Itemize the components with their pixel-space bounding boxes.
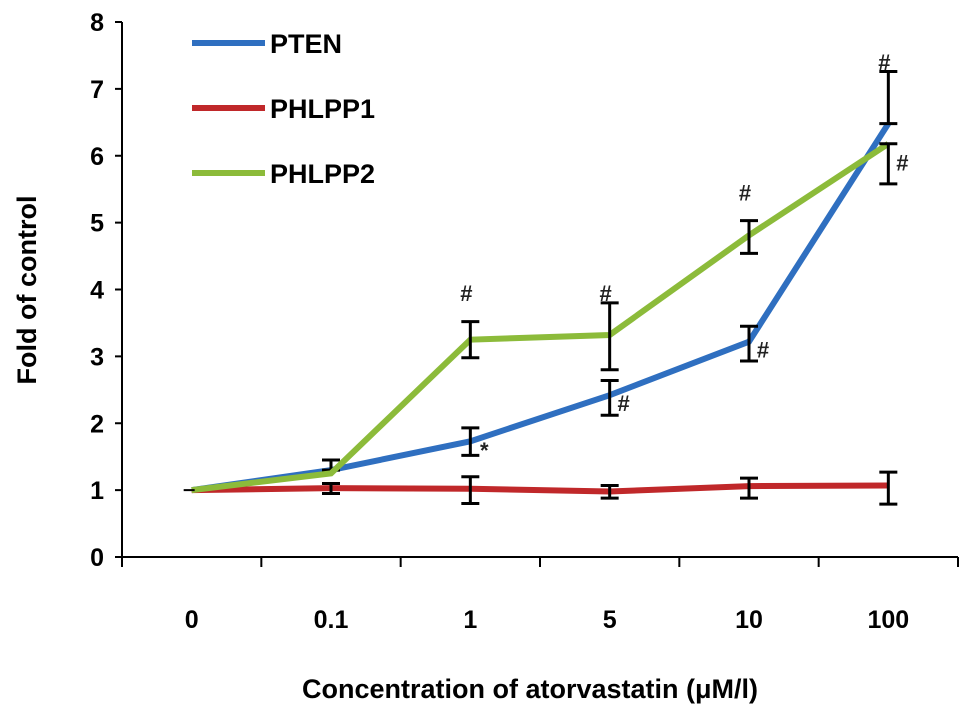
legend-item-phlpp1: PHLPP1 xyxy=(192,94,375,124)
error-bar xyxy=(740,219,758,255)
y-axis-label: Fold of control xyxy=(12,196,42,385)
significance-mark: * xyxy=(480,438,489,463)
y-tick-label: 8 xyxy=(90,9,104,37)
error-bar xyxy=(600,378,619,417)
error-bar xyxy=(600,483,619,500)
x-tick-label: 0.1 xyxy=(314,606,349,634)
y-tick-label: 2 xyxy=(90,410,104,438)
error-bar xyxy=(879,470,898,506)
error-bar xyxy=(322,481,340,495)
error-bar xyxy=(461,320,480,360)
x-tick-label: 0 xyxy=(185,606,199,634)
axes: 0 1 2 3 4 5 6 7 8 0 0.1 1 5 10 100 xyxy=(90,9,959,634)
significance-mark: # xyxy=(460,281,472,306)
x-axis-label: Concentration of atorvastatin (μM/l) xyxy=(302,674,758,704)
x-tick-label: 1 xyxy=(463,606,477,634)
y-tick-label: 5 xyxy=(90,210,104,238)
significance-mark: # xyxy=(896,150,908,175)
series-line xyxy=(191,141,890,494)
error-bar xyxy=(879,142,898,186)
error-bar xyxy=(461,475,480,505)
legend: PTEN PHLPP1 PHLPP2 xyxy=(192,29,375,189)
y-tick-label: 1 xyxy=(90,477,104,505)
y-tick-label: 3 xyxy=(90,343,104,371)
y-tick-label: 7 xyxy=(90,76,104,104)
error-bar xyxy=(461,426,480,457)
legend-label: PTEN xyxy=(270,29,342,59)
error-bar xyxy=(879,69,898,126)
significance-mark: # xyxy=(600,281,612,306)
data-point xyxy=(330,472,332,474)
legend-label: PHLPP2 xyxy=(270,159,375,189)
significance-mark: # xyxy=(739,181,751,206)
series-line xyxy=(191,482,889,495)
error-bar xyxy=(740,324,758,363)
significance-mark: # xyxy=(618,391,630,416)
x-tick-label: 10 xyxy=(735,606,763,634)
error-bar xyxy=(600,301,619,372)
legend-label: PHLPP1 xyxy=(270,94,375,124)
significance-mark: # xyxy=(757,338,769,363)
y-tick-label: 4 xyxy=(90,277,104,305)
y-tick-label: 0 xyxy=(90,544,104,572)
error-bar xyxy=(740,476,758,500)
legend-item-pten: PTEN xyxy=(192,29,342,59)
series-phlpp1 xyxy=(191,482,889,495)
x-tick-label: 100 xyxy=(867,606,909,634)
y-tick-label: 6 xyxy=(90,143,104,171)
significance-mark: # xyxy=(878,50,890,75)
series-phlpp2 xyxy=(191,141,890,494)
x-tick-label: 5 xyxy=(603,606,617,634)
legend-item-phlpp2: PHLPP2 xyxy=(192,159,375,189)
series-layer: # * # # # # # # xyxy=(183,50,908,506)
